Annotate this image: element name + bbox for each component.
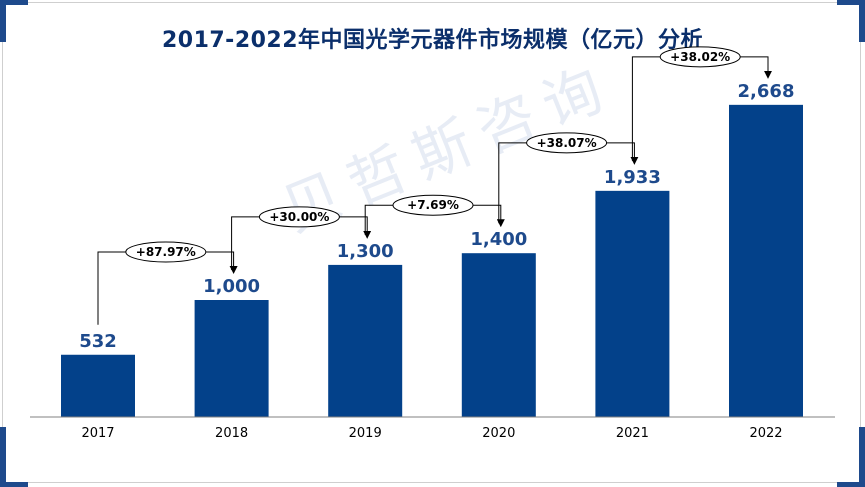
bar-2020 bbox=[461, 253, 536, 417]
growth-badge-2021 bbox=[526, 132, 608, 154]
x-tick-label-2019: 2019 bbox=[349, 426, 382, 441]
x-tick-label-2020: 2020 bbox=[482, 426, 515, 441]
growth-badge-2020 bbox=[392, 194, 474, 216]
corner-accent-bottom-right-h bbox=[837, 482, 865, 487]
value-label-2019: 1,300 bbox=[337, 241, 394, 262]
x-tick-label-2022: 2022 bbox=[749, 426, 782, 441]
corner-accent-top-left bbox=[0, 0, 6, 42]
corner-accent-bottom-left-h bbox=[0, 482, 28, 487]
growth-badge-2018 bbox=[125, 241, 207, 263]
corner-accent-top-left-h bbox=[0, 0, 28, 5]
growth-badge-2019 bbox=[258, 206, 340, 228]
corner-accent-top-right bbox=[859, 0, 865, 42]
growth-label-2019: +30.00% bbox=[269, 210, 329, 224]
value-label-2022: 2,668 bbox=[738, 81, 795, 102]
corner-accent-bottom-left bbox=[0, 427, 6, 487]
value-label-2020: 1,400 bbox=[470, 229, 527, 250]
bar-2022 bbox=[729, 104, 803, 418]
growth-label-2018: +87.97% bbox=[136, 245, 196, 259]
bar-2021 bbox=[595, 190, 670, 417]
corner-accent-bottom-right bbox=[859, 427, 865, 487]
x-tick-label-2021: 2021 bbox=[616, 426, 649, 441]
growth-label-2021: +38.07% bbox=[537, 136, 597, 150]
bar-2018 bbox=[194, 300, 269, 417]
growth-badge-2022 bbox=[659, 46, 741, 68]
value-label-2017: 532 bbox=[79, 331, 117, 352]
bar-2017 bbox=[61, 354, 135, 417]
value-label-2021: 1,933 bbox=[604, 167, 661, 188]
corner-accent-top-right-h bbox=[837, 0, 865, 5]
growth-label-2022: +38.02% bbox=[670, 50, 730, 64]
growth-label-2020: +7.69% bbox=[407, 198, 459, 212]
x-tick-label-2018: 2018 bbox=[215, 426, 248, 441]
x-tick-label-2017: 2017 bbox=[81, 426, 114, 441]
value-label-2018: 1,000 bbox=[203, 276, 260, 297]
chart-title: 2017-2022年中国光学元器件市场规模（亿元）分析 bbox=[161, 28, 704, 53]
bar-2019 bbox=[328, 264, 403, 417]
